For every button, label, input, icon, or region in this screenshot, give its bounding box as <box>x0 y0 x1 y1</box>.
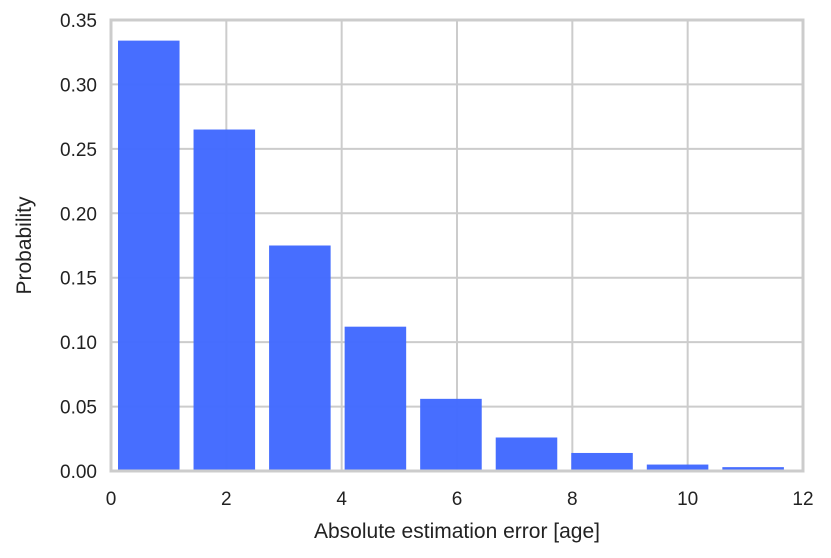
x-tick-label-5: 10 <box>677 489 698 510</box>
bar-3 <box>344 326 407 471</box>
y-tick-label-5: 0.25 <box>60 140 97 161</box>
bar-0 <box>118 40 180 472</box>
y-tick-label-1: 0.05 <box>60 398 97 419</box>
bars <box>118 40 784 472</box>
bar-2 <box>269 245 331 471</box>
x-tick-label-3: 6 <box>452 489 463 510</box>
y-tick-label-3: 0.15 <box>60 269 97 290</box>
y-tick-label-4: 0.20 <box>60 204 97 225</box>
x-tick-label-2: 4 <box>336 489 347 510</box>
x-tick-label-6: 12 <box>792 489 813 510</box>
x-tick-label-4: 8 <box>567 489 578 510</box>
bar-6 <box>571 452 633 471</box>
x-tick-label-1: 2 <box>221 489 232 510</box>
x-axis-ticks: 0 2 4 6 8 10 12 <box>106 489 814 510</box>
x-tick-label-0: 0 <box>106 489 117 510</box>
plot-frame <box>109 18 805 473</box>
y-axis-ticks: 0.00 0.05 0.10 0.15 0.20 0.25 0.30 0.35 <box>60 11 97 483</box>
y-tick-label-7: 0.35 <box>60 11 97 32</box>
bar-4 <box>420 398 482 471</box>
y-tick-label-2: 0.10 <box>60 333 97 354</box>
y-tick-label-6: 0.30 <box>60 75 97 96</box>
x-axis-label: Absolute estimation error [age] <box>314 520 600 543</box>
y-axis-label: Probability <box>13 196 36 295</box>
bar-1 <box>193 129 256 471</box>
bar-5 <box>495 437 558 471</box>
bar-7 <box>646 464 709 471</box>
bar-8 <box>722 467 784 471</box>
y-tick-label-0: 0.00 <box>60 462 97 483</box>
